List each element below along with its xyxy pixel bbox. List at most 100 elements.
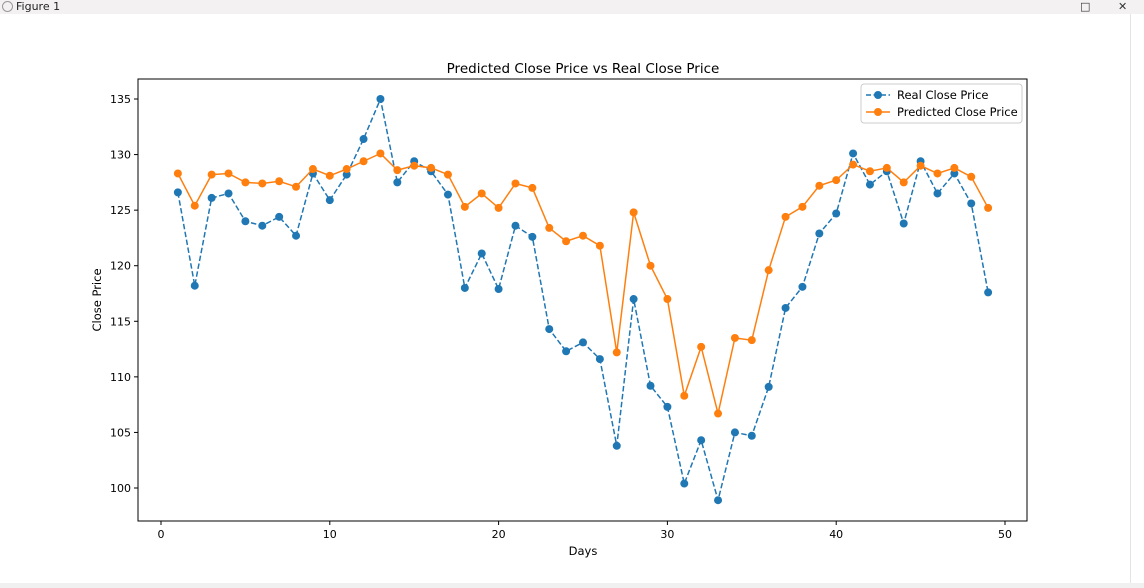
real-series-line <box>177 96 989 504</box>
predicted-data-point <box>798 202 807 211</box>
real-data-point <box>747 431 756 440</box>
x-tick-label: 20 <box>492 528 506 541</box>
real-data-point <box>663 402 672 411</box>
predicted-data-point <box>815 181 824 190</box>
predicted-data-point <box>967 172 976 181</box>
window-border <box>1130 14 1131 583</box>
window-titlebar: Figure 1 □ ✕ <box>0 0 1144 14</box>
y-tick-label: 110 <box>110 371 131 384</box>
predicted-data-point <box>427 163 436 172</box>
real-data-point <box>697 436 706 445</box>
predicted-data-point <box>376 149 385 158</box>
predicted-data-point <box>579 231 587 240</box>
predicted-data-point <box>477 189 486 198</box>
predicted-data-point <box>528 183 537 192</box>
predicted-data-point <box>916 161 925 170</box>
real-data-point <box>595 355 604 364</box>
real-data-point <box>984 288 993 297</box>
predicted-data-point <box>460 202 469 211</box>
real-data-point <box>764 382 773 391</box>
predicted-data-point <box>933 169 942 178</box>
real-data-point <box>612 441 621 450</box>
real-data-point <box>511 221 520 230</box>
real-data-point <box>528 232 537 241</box>
predicted-data-point <box>562 237 571 246</box>
real-data-point <box>207 193 216 202</box>
predicted-data-point <box>511 179 520 188</box>
close-icon[interactable]: ✕ <box>1118 0 1128 13</box>
y-tick-label: 100 <box>110 482 131 495</box>
real-data-point <box>342 170 351 179</box>
real-data-point <box>460 283 469 292</box>
real-data-point <box>899 219 908 228</box>
real-data-point <box>967 199 976 208</box>
legend: Real Close Price Predicted Close Price <box>860 83 1023 124</box>
predicted-data-point <box>629 208 638 217</box>
real-data-point <box>494 285 503 294</box>
predicted-data-point <box>494 203 503 212</box>
predicted-data-point <box>714 409 723 418</box>
predicted-data-point <box>207 170 216 179</box>
real-data-point <box>376 95 385 104</box>
maximize-icon[interactable]: □ <box>1080 0 1091 13</box>
real-data-point <box>950 169 959 178</box>
predicted-data-point <box>950 163 959 172</box>
legend-real-label: Real Close Price <box>897 88 988 102</box>
predicted-data-point <box>258 179 267 188</box>
predicted-data-point <box>342 165 351 174</box>
predicted-data-point <box>443 170 452 179</box>
predicted-data-point <box>747 336 756 345</box>
x-tick-label: 40 <box>829 528 843 541</box>
app-icon <box>2 1 13 12</box>
real-data-point <box>562 347 571 356</box>
legend-real-marker <box>874 91 882 99</box>
real-data-point <box>173 188 182 197</box>
real-data-point <box>849 149 858 158</box>
predicted-data-point <box>410 161 419 170</box>
predicted-data-point <box>680 391 689 400</box>
real-data-point <box>798 282 807 291</box>
real-data-point <box>275 212 284 221</box>
real-data-point <box>865 180 874 189</box>
real-data-point <box>629 295 638 304</box>
real-data-point <box>359 135 368 144</box>
window-title: Figure 1 <box>16 0 61 13</box>
predicted-data-point <box>292 182 301 191</box>
predicted-data-point <box>359 157 368 166</box>
predicted-data-point <box>325 171 334 180</box>
predicted-data-point <box>697 342 706 351</box>
y-axis-label: Close Price <box>90 268 104 331</box>
real-data-point <box>579 338 587 347</box>
predicted-data-point <box>224 169 233 178</box>
real-data-point <box>545 325 554 334</box>
real-data-point <box>241 217 250 226</box>
predicted-data-point <box>984 203 993 212</box>
window-bottom-bar <box>0 583 1144 588</box>
predicted-series-line <box>177 152 989 414</box>
real-data-point <box>258 221 267 230</box>
predicted-data-point <box>173 169 182 178</box>
x-axis-label: Days <box>569 544 598 558</box>
axes-frame <box>137 78 1028 522</box>
real-data-point <box>443 190 452 199</box>
predicted-data-point <box>781 212 790 221</box>
real-data-point <box>714 496 723 505</box>
chart-title: Predicted Close Price vs Real Close Pric… <box>447 61 720 77</box>
real-data-point <box>224 189 233 198</box>
real-data-point <box>292 231 301 240</box>
predicted-data-point <box>275 177 284 186</box>
real-data-point <box>781 303 790 312</box>
predicted-data-point <box>832 176 841 185</box>
predicted-data-point <box>612 348 621 357</box>
predicted-data-point <box>646 261 655 270</box>
predicted-data-point <box>899 178 908 187</box>
real-data-point <box>477 249 486 258</box>
predicted-data-point <box>595 241 604 250</box>
predicted-data-point <box>849 160 858 169</box>
predicted-data-point <box>882 163 891 172</box>
predicted-data-point <box>865 167 874 176</box>
real-data-point <box>815 229 824 238</box>
real-data-point <box>325 196 334 205</box>
predicted-data-point <box>393 166 402 175</box>
